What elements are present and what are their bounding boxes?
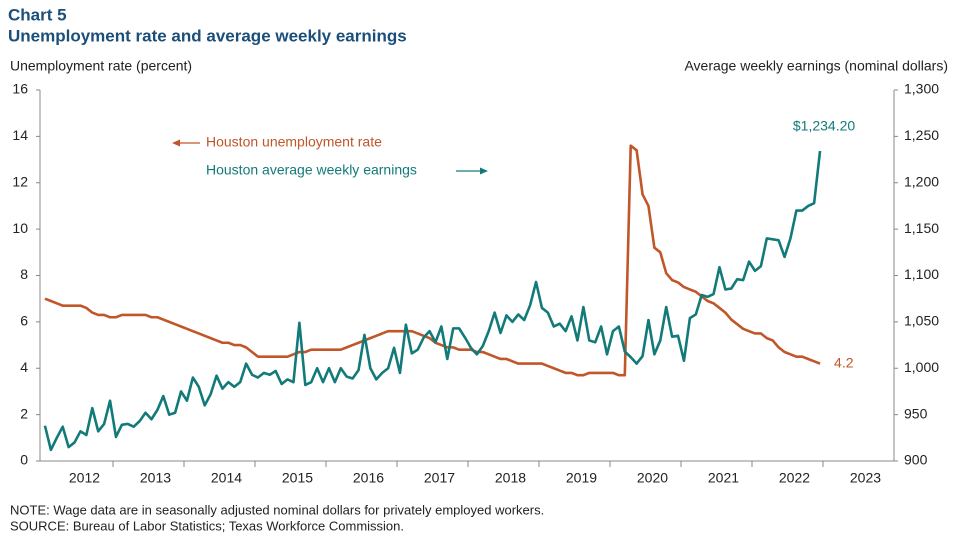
x-tick-label: 2015 — [282, 470, 313, 486]
y2-tick-label: 1,100 — [904, 266, 939, 282]
x-tick-label: 2019 — [566, 470, 597, 486]
line-series — [43, 150, 822, 452]
y-tick-label: 10 — [12, 220, 28, 236]
y-tick-label: 4 — [20, 359, 28, 375]
arrow-head — [172, 139, 180, 147]
arrow-head — [480, 167, 488, 175]
y-tick-label: 6 — [20, 313, 28, 329]
x-tick-label: 2016 — [353, 470, 384, 486]
x-tick-label: 2021 — [708, 470, 739, 486]
x-tick-label: 2014 — [211, 470, 242, 486]
line-series — [44, 144, 821, 377]
y2-tick-label: 950 — [904, 405, 928, 421]
chart-subtitle: Unemployment rate and average weekly ear… — [8, 26, 407, 45]
x-tick-label: 2017 — [424, 470, 455, 486]
y-tick-label: 12 — [12, 173, 28, 189]
y-tick-label: 2 — [20, 405, 28, 421]
x-tick-label: 2023 — [850, 470, 881, 486]
data-label: $1,234.20 — [793, 118, 855, 134]
y2-tick-label: 1,050 — [904, 313, 939, 329]
x-tick-label: 2018 — [495, 470, 526, 486]
y2-tick-label: 1,150 — [904, 220, 939, 236]
y-tick-label: 16 — [12, 81, 28, 97]
x-tick-label: 2013 — [140, 470, 171, 486]
y2-tick-label: 1,200 — [904, 173, 939, 189]
y-axis-title: Unemployment rate (percent) — [10, 58, 192, 74]
y-tick-label: 14 — [12, 127, 28, 143]
x-tick-label: 2012 — [69, 470, 100, 486]
y-tick-label: 8 — [20, 266, 28, 282]
y2-tick-label: 900 — [904, 452, 928, 468]
source: SOURCE: Bureau of Labor Statistics; Texa… — [10, 518, 404, 533]
x-tick-label: 2020 — [637, 470, 668, 486]
data-label: 4.2 — [834, 354, 854, 370]
note: NOTE: Wage data are in seasonally adjust… — [10, 502, 544, 517]
y2-tick-label: 1,300 — [904, 81, 939, 97]
chart-title: Chart 5 — [8, 5, 67, 24]
y-tick-label: 0 — [20, 452, 28, 468]
annotation: Houston unemployment rate — [206, 134, 382, 150]
annotation: Houston average weekly earnings — [206, 162, 417, 178]
x-tick-label: 2022 — [779, 470, 810, 486]
y2-tick-label: 1,000 — [904, 359, 939, 375]
y2-tick-label: 1,250 — [904, 127, 939, 143]
y2-axis-title: Average weekly earnings (nominal dollars… — [684, 58, 948, 74]
